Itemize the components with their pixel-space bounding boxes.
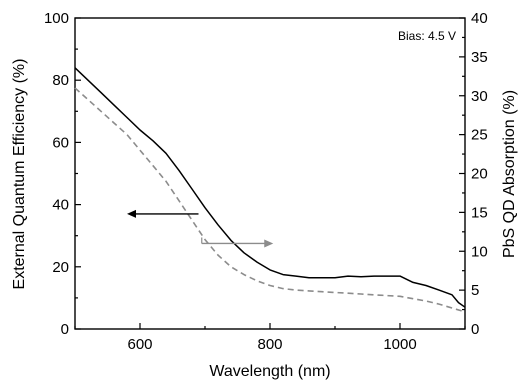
data-series — [74, 67, 466, 313]
y-right-tick-label: 35 — [471, 49, 488, 66]
y-left-tick-label: 0 — [61, 321, 69, 338]
plot-frame — [74, 17, 466, 330]
right-axis-arrow — [201, 237, 274, 248]
y-right-tick-label: 30 — [471, 88, 488, 105]
y-right-tick-label: 5 — [471, 282, 479, 299]
arrow-head — [264, 239, 274, 248]
y-right-tick-label: 10 — [471, 243, 488, 260]
y-right-tick-label: 20 — [471, 166, 488, 183]
y-left-tick-label: 80 — [52, 72, 69, 89]
y-left-tick-label: 100 — [44, 10, 69, 27]
absorption-dashed-line — [74, 87, 466, 313]
y-left-tick-label: 20 — [52, 259, 69, 276]
x-tick-label: 600 — [127, 336, 152, 353]
x-tick-label: 1000 — [383, 336, 416, 353]
y-left-tick-label: 60 — [52, 134, 69, 151]
y-axis-right-label: PbS QD Absorption (%) — [501, 90, 518, 258]
y-right-tick-label: 15 — [471, 204, 488, 221]
x-tick-label: 800 — [257, 336, 282, 353]
eqe-solid-line — [74, 67, 466, 308]
axis-indicator-arrows — [127, 209, 274, 248]
bias-annotation: Bias: 4.5 V — [398, 29, 456, 43]
tick-marks — [74, 17, 466, 330]
y-axis-left-label: External Quantum Efficiency (%) — [11, 59, 28, 290]
x-axis-label: Wavelength (nm) — [209, 363, 330, 380]
y-right-tick-label: 25 — [471, 127, 488, 144]
y-right-tick-label: 0 — [471, 321, 479, 338]
y-right-tick-label: 40 — [471, 10, 488, 27]
left-axis-arrow — [127, 209, 199, 218]
arrow-head — [127, 209, 136, 218]
y-left-tick-label: 40 — [52, 197, 69, 214]
